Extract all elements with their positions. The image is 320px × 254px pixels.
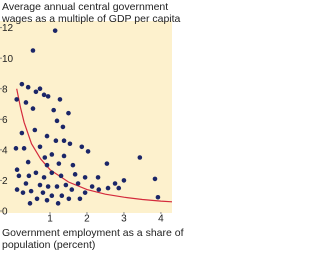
point (14, 187, 20, 192)
point (14, 167, 20, 173)
fit-curve (16, 88, 173, 203)
point (61, 153, 67, 159)
point (33, 170, 39, 176)
point (79, 144, 85, 150)
y-tick-label: 0 (2, 207, 8, 218)
point (40, 190, 46, 195)
point (67, 141, 73, 147)
point (95, 175, 101, 180)
point (116, 185, 122, 191)
point (49, 152, 55, 157)
point (16, 173, 22, 179)
point (19, 81, 25, 87)
point (105, 185, 111, 191)
point (26, 173, 32, 179)
point (89, 184, 95, 189)
point (44, 133, 50, 139)
point (44, 198, 50, 203)
point (152, 176, 158, 182)
point (54, 184, 60, 189)
point (25, 159, 31, 165)
point (37, 86, 43, 92)
point (14, 97, 19, 102)
point (82, 175, 88, 180)
point (61, 138, 67, 143)
y-tick-label: 2 (2, 176, 8, 187)
point (66, 196, 72, 202)
point (85, 149, 91, 154)
point (82, 190, 88, 195)
point (51, 107, 56, 113)
point (21, 146, 27, 151)
point (23, 181, 29, 186)
point (41, 92, 47, 98)
point (72, 172, 78, 177)
point (121, 178, 127, 183)
point (58, 173, 64, 179)
x-axis-label: Government employment as a share of popu… (2, 227, 184, 251)
point (20, 190, 26, 195)
point (45, 94, 51, 99)
point (155, 194, 161, 200)
point (45, 184, 51, 189)
point (57, 97, 63, 102)
point (37, 144, 43, 150)
x-tick-label: 3 (121, 214, 127, 225)
point (49, 170, 55, 176)
point (137, 155, 143, 160)
chart-title: Average annual central government wages … (2, 1, 181, 25)
point (33, 89, 39, 95)
point (42, 155, 48, 160)
point (66, 110, 71, 116)
point (44, 162, 50, 168)
point (53, 138, 59, 143)
page: {"chart_data": {"type": "scatter", "titl… (0, 1, 184, 251)
x-tick-label: 2 (84, 214, 90, 225)
point (52, 28, 58, 33)
point (55, 201, 61, 206)
point (63, 182, 69, 188)
point (96, 187, 102, 192)
point (23, 100, 29, 105)
point (49, 193, 55, 199)
point (60, 124, 66, 130)
y-tick-label: 6 (2, 115, 8, 126)
y-tick-label: 8 (2, 84, 8, 95)
point (19, 130, 25, 136)
plot-background (0, 21, 172, 213)
point (70, 162, 76, 168)
point (32, 127, 38, 133)
point (25, 84, 31, 90)
y-tick-label: 4 (2, 146, 8, 157)
point (30, 106, 36, 111)
point (104, 161, 110, 166)
point (59, 193, 65, 199)
point (77, 196, 83, 202)
x-tick-label: 1 (47, 214, 53, 225)
y-tick-label: 10 (2, 54, 14, 65)
point (13, 146, 19, 151)
y-tick-label: 12 (2, 23, 14, 34)
point (54, 118, 60, 124)
x-tick-label: 4 (158, 214, 164, 225)
point (28, 188, 34, 194)
point (27, 201, 33, 206)
point (69, 187, 75, 192)
point (56, 161, 62, 166)
point (37, 182, 43, 188)
point (34, 196, 40, 202)
point (30, 48, 36, 53)
point (41, 175, 47, 180)
point (112, 181, 118, 186)
point (75, 181, 81, 186)
